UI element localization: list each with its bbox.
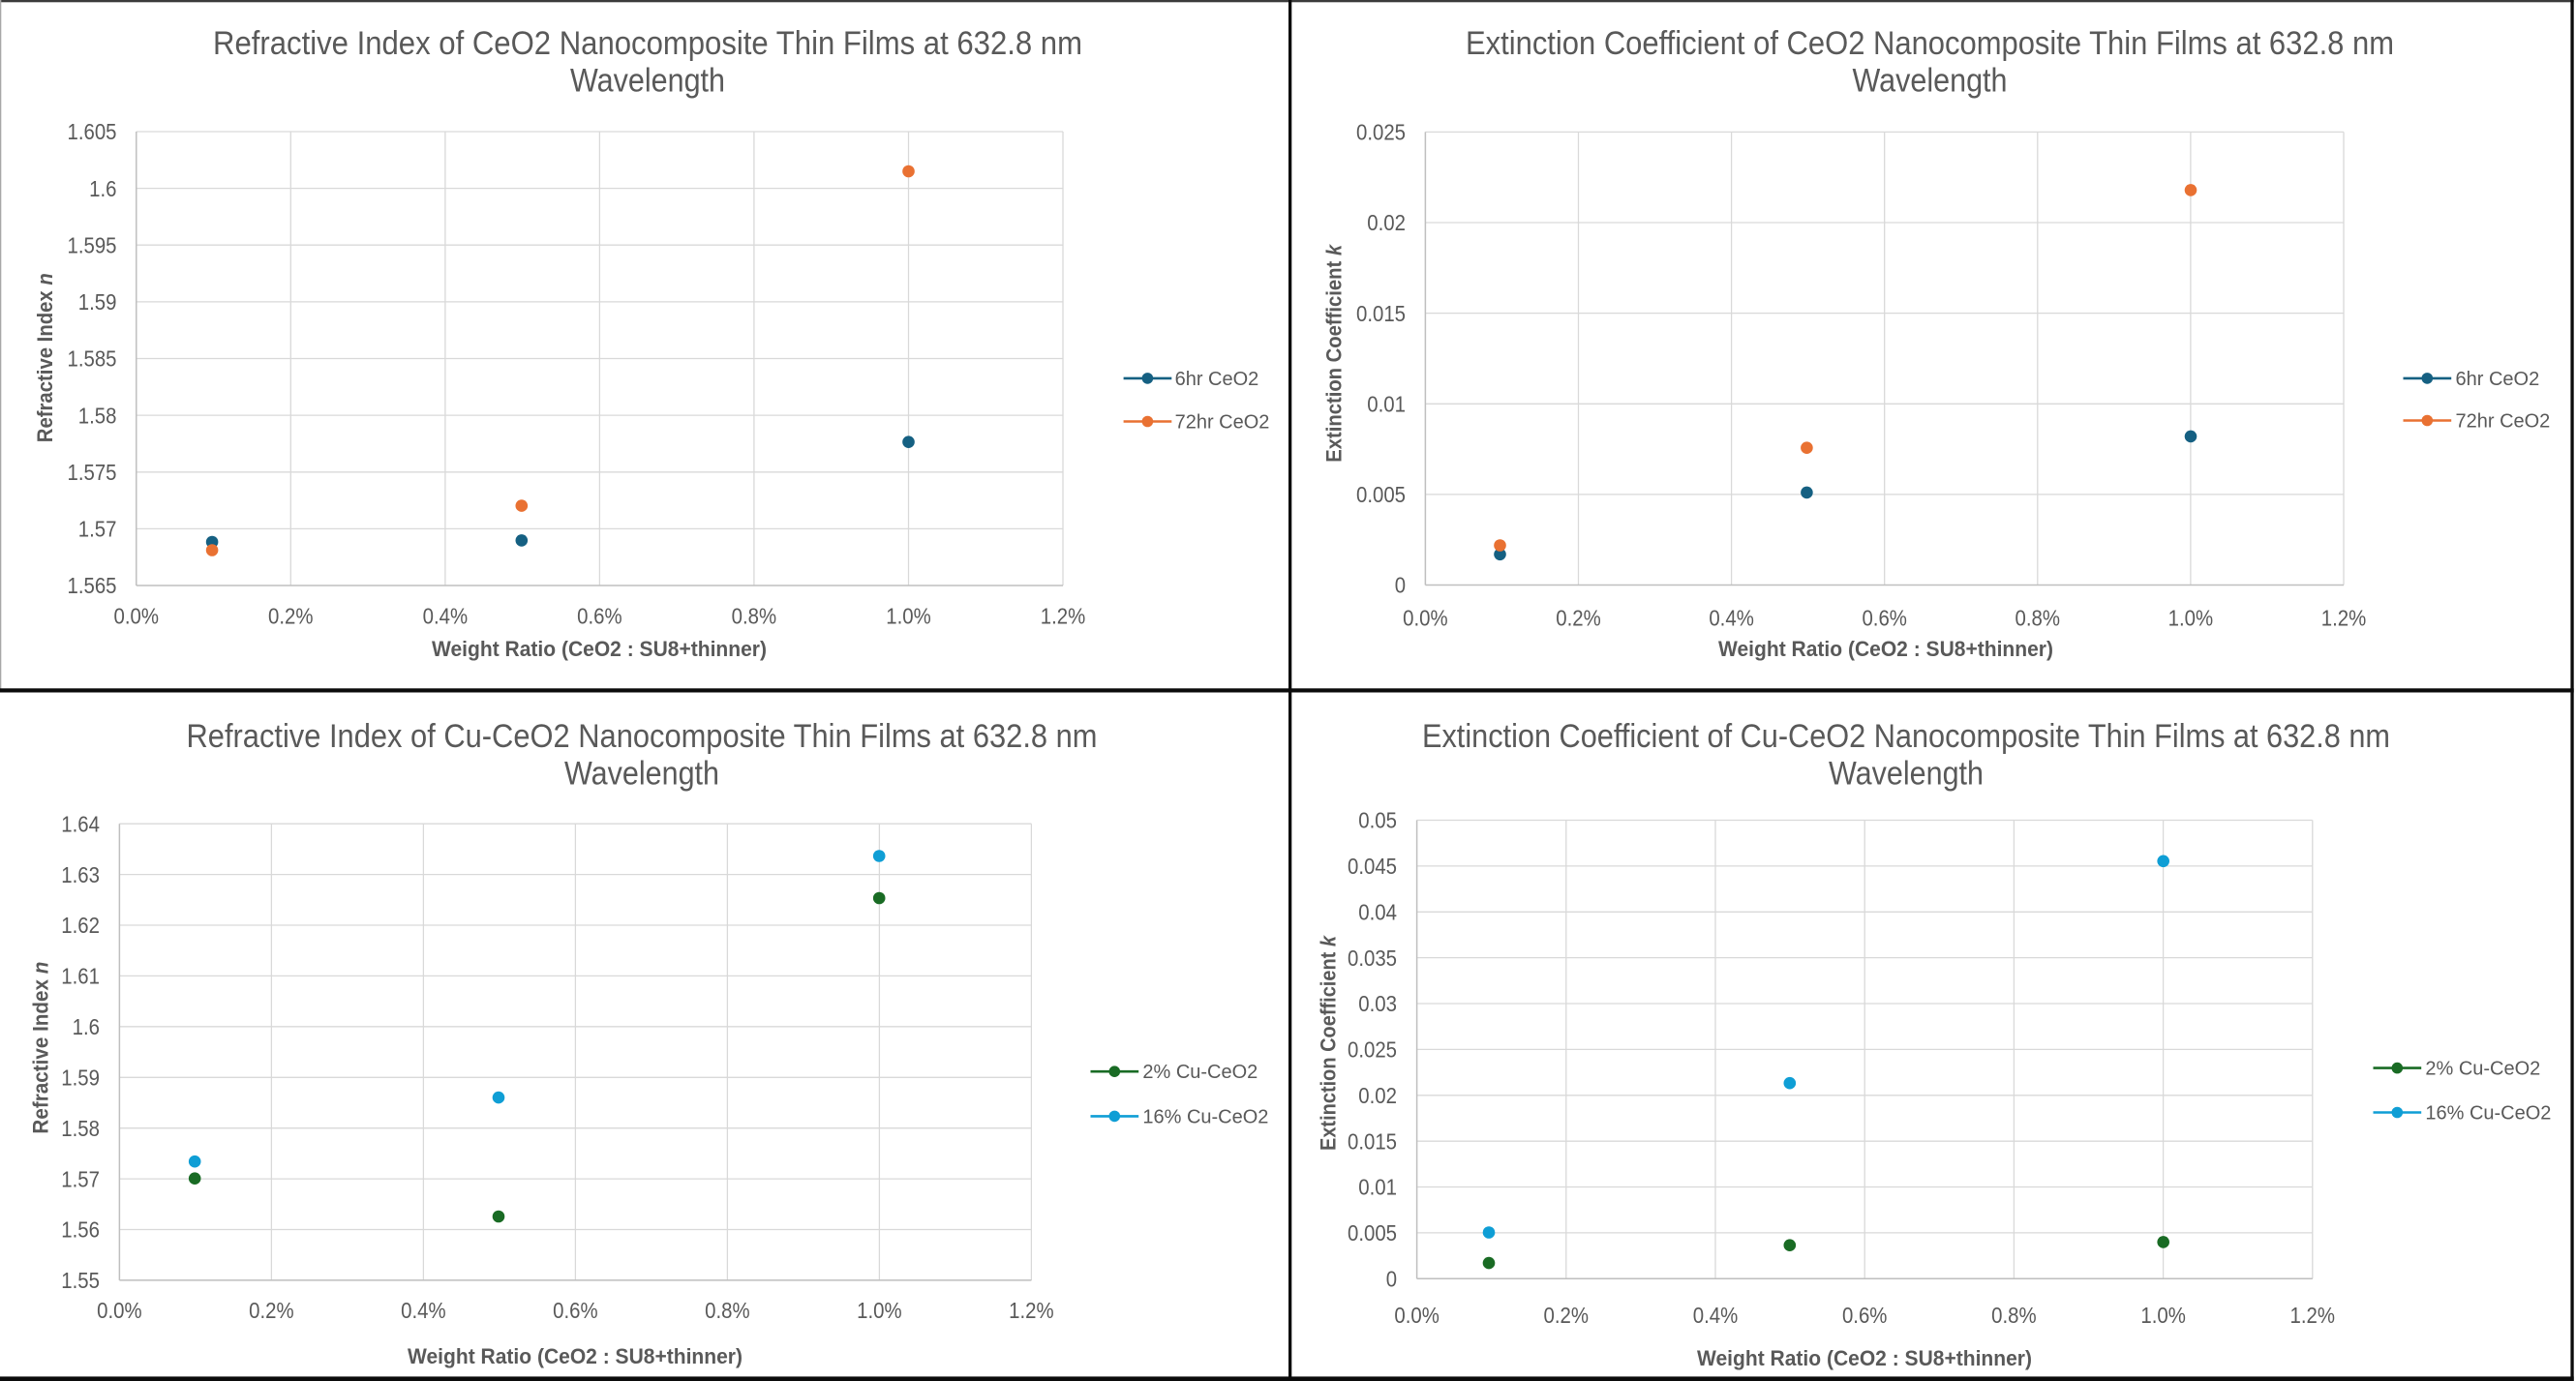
svg-text:16% Cu-CeO2: 16% Cu-CeO2 <box>1142 1105 1268 1127</box>
svg-text:6hr CeO2: 6hr CeO2 <box>1175 368 1259 390</box>
svg-text:0.6%: 0.6% <box>1862 606 1907 631</box>
svg-text:0.6%: 0.6% <box>1842 1303 1888 1328</box>
svg-text:1.62: 1.62 <box>61 913 100 938</box>
svg-text:0.01: 0.01 <box>1358 1175 1397 1200</box>
svg-text:1.0%: 1.0% <box>857 1298 902 1323</box>
svg-text:0.8%: 0.8% <box>732 604 777 629</box>
svg-text:1.59: 1.59 <box>78 289 117 315</box>
svg-text:1.61: 1.61 <box>61 964 100 989</box>
svg-text:1.56: 1.56 <box>61 1217 100 1243</box>
svg-text:1.58: 1.58 <box>78 403 117 428</box>
svg-text:0.0%: 0.0% <box>114 604 160 629</box>
svg-text:0.8%: 0.8% <box>2015 606 2061 631</box>
svg-text:2% Cu-CeO2: 2% Cu-CeO2 <box>1142 1061 1258 1083</box>
svg-text:Wavelength: Wavelength <box>1853 63 2008 100</box>
svg-text:1.2%: 1.2% <box>1041 604 1086 629</box>
svg-text:1.57: 1.57 <box>61 1166 100 1191</box>
svg-text:Extinction Coefficient of Cu-C: Extinction Coefficient of Cu-CeO2 Nanoco… <box>1422 718 2390 755</box>
svg-text:Wavelength: Wavelength <box>570 63 725 100</box>
svg-text:Extinction Coefficient k: Extinction Coefficient k <box>1321 243 1346 463</box>
svg-text:1.0%: 1.0% <box>2168 606 2214 631</box>
svg-text:1.0%: 1.0% <box>886 604 931 629</box>
svg-text:0.2%: 0.2% <box>1544 1303 1590 1328</box>
svg-text:0.2%: 0.2% <box>268 604 314 629</box>
svg-text:0.045: 0.045 <box>1348 854 1397 879</box>
svg-text:0: 0 <box>1395 573 1406 598</box>
svg-text:Refractive Index n: Refractive Index n <box>33 273 57 442</box>
svg-text:0.4%: 0.4% <box>423 604 469 629</box>
svg-text:0.015: 0.015 <box>1348 1128 1397 1154</box>
svg-text:0.015: 0.015 <box>1356 301 1406 326</box>
svg-text:1.605: 1.605 <box>68 119 117 144</box>
svg-text:Refractive Index of Cu-CeO2 Na: Refractive Index of Cu-CeO2 Nanocomposit… <box>187 718 1098 755</box>
svg-text:0: 0 <box>1386 1267 1397 1292</box>
svg-text:0.005: 0.005 <box>1356 482 1406 507</box>
svg-text:1.63: 1.63 <box>61 862 100 887</box>
svg-text:0.04: 0.04 <box>1358 900 1397 925</box>
svg-text:1.6: 1.6 <box>89 176 116 201</box>
svg-text:Refractive Index n: Refractive Index n <box>28 962 52 1134</box>
svg-text:Wavelength: Wavelength <box>1829 756 1984 793</box>
svg-text:1.55: 1.55 <box>61 1268 100 1293</box>
svg-text:Weight Ratio (CeO2 : SU8+thinn: Weight Ratio (CeO2 : SU8+thinner) <box>1697 1346 2032 1370</box>
svg-text:0.8%: 0.8% <box>705 1298 750 1323</box>
svg-text:0.8%: 0.8% <box>1991 1303 2037 1328</box>
svg-text:1.565: 1.565 <box>68 573 117 598</box>
svg-text:0.05: 0.05 <box>1358 808 1397 833</box>
svg-text:0.01: 0.01 <box>1367 392 1406 417</box>
svg-text:0.4%: 0.4% <box>1693 1303 1739 1328</box>
svg-text:0.0%: 0.0% <box>1394 1303 1440 1328</box>
svg-text:Extinction Coefficient of CeO2: Extinction Coefficient of CeO2 Nanocompo… <box>1466 25 2394 62</box>
svg-text:0.03: 0.03 <box>1358 991 1397 1016</box>
svg-text:Weight Ratio (CeO2 : SU8+thinn: Weight Ratio (CeO2 : SU8+thinner) <box>432 637 767 661</box>
svg-text:0.2%: 0.2% <box>1556 606 1601 631</box>
svg-text:0.035: 0.035 <box>1348 946 1397 971</box>
svg-text:0.6%: 0.6% <box>577 604 622 629</box>
svg-text:0.2%: 0.2% <box>249 1298 294 1323</box>
svg-text:Refractive Index of CeO2 Nanoc: Refractive Index of CeO2 Nanocomposite T… <box>213 25 1082 62</box>
svg-text:72hr CeO2: 72hr CeO2 <box>1175 411 1270 434</box>
svg-text:1.64: 1.64 <box>61 811 100 836</box>
svg-text:0.02: 0.02 <box>1358 1083 1397 1108</box>
svg-text:1.585: 1.585 <box>68 346 117 372</box>
svg-text:0.025: 0.025 <box>1348 1037 1397 1063</box>
svg-text:0.4%: 0.4% <box>1709 606 1754 631</box>
svg-text:0.6%: 0.6% <box>553 1298 598 1323</box>
svg-text:16% Cu-CeO2: 16% Cu-CeO2 <box>2425 1102 2551 1125</box>
svg-text:0.005: 0.005 <box>1348 1220 1397 1246</box>
svg-text:1.58: 1.58 <box>61 1116 100 1141</box>
svg-text:0.0%: 0.0% <box>1403 606 1448 631</box>
svg-text:1.575: 1.575 <box>68 460 117 485</box>
svg-text:0.4%: 0.4% <box>401 1298 446 1323</box>
svg-text:1.59: 1.59 <box>61 1066 100 1091</box>
svg-text:Wavelength: Wavelength <box>564 756 719 793</box>
svg-text:0.02: 0.02 <box>1367 210 1406 235</box>
svg-text:0.025: 0.025 <box>1356 120 1406 145</box>
svg-text:1.6: 1.6 <box>73 1014 100 1039</box>
svg-text:1.57: 1.57 <box>78 517 117 542</box>
svg-text:1.595: 1.595 <box>68 232 117 257</box>
svg-text:Weight Ratio (CeO2 : SU8+thinn: Weight Ratio (CeO2 : SU8+thinner) <box>1718 637 2053 661</box>
svg-text:72hr CeO2: 72hr CeO2 <box>2456 410 2551 433</box>
svg-text:Weight Ratio (CeO2 : SU8+thinn: Weight Ratio (CeO2 : SU8+thinner) <box>408 1344 742 1368</box>
svg-text:2% Cu-CeO2: 2% Cu-CeO2 <box>2425 1058 2540 1080</box>
svg-text:6hr CeO2: 6hr CeO2 <box>2456 368 2540 390</box>
svg-text:1.2%: 1.2% <box>1009 1298 1054 1323</box>
svg-text:1.2%: 1.2% <box>2321 606 2367 631</box>
svg-text:1.2%: 1.2% <box>2290 1303 2336 1328</box>
svg-text:1.0%: 1.0% <box>2140 1303 2186 1328</box>
svg-text:Extinction Coefficient k: Extinction Coefficient k <box>1316 934 1340 1151</box>
svg-text:0.0%: 0.0% <box>97 1298 142 1323</box>
